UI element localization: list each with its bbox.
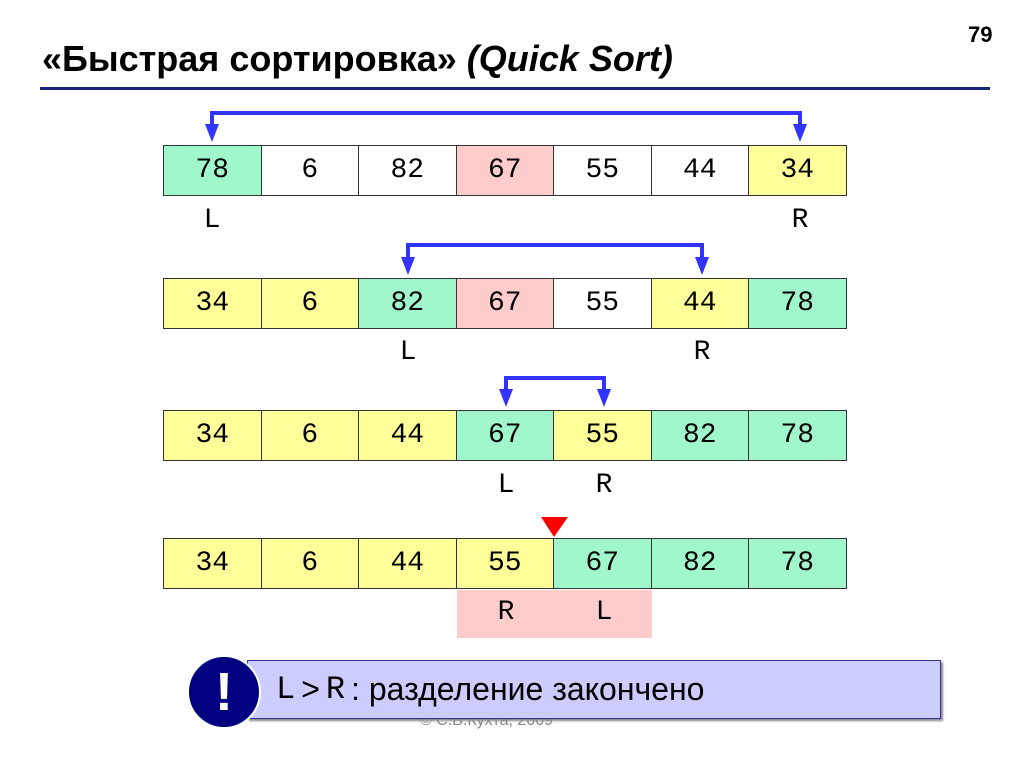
array-row: 78 6 82 67 55 44 34 (163, 145, 847, 196)
array-cell: 67 (456, 146, 554, 195)
array-cell: 67 (456, 411, 554, 460)
page-number: 79 (968, 22, 993, 47)
array-cell: 82 (651, 411, 749, 460)
array-cell: 55 (554, 279, 652, 328)
message-lhs: L (276, 671, 296, 708)
pointer-r: R (497, 597, 515, 628)
array-row: 34 6 44 67 55 82 78 (163, 410, 847, 461)
message-text: : разделение закончено (351, 671, 705, 707)
message-rhs: R (325, 671, 346, 708)
pointer-l: L (497, 470, 515, 501)
array-cell: 34 (164, 539, 262, 588)
crossed-pointers-highlight (457, 590, 652, 638)
array-cell: 82 (651, 539, 749, 588)
array-cell: 55 (456, 539, 554, 588)
array-row: 34 6 82 67 55 44 78 (163, 278, 847, 329)
array-cell: 67 (456, 279, 554, 328)
array-cell: 34 (164, 411, 262, 460)
array-cell: 78 (749, 539, 846, 588)
array-cell: 44 (359, 539, 457, 588)
array-cell: 44 (651, 279, 749, 328)
array-cell: 6 (261, 411, 359, 460)
title-divider (40, 87, 990, 90)
array-cell: 44 (359, 411, 457, 460)
swap-arrow (504, 376, 606, 391)
exclamation-icon: ! (187, 655, 261, 729)
array-cell: 55 (554, 411, 652, 460)
arrow-head (401, 257, 415, 275)
array-row: 34 6 44 55 67 82 78 (163, 538, 847, 589)
arrow-head (793, 124, 807, 142)
arrow-head (597, 389, 611, 407)
array-cell: 6 (261, 539, 359, 588)
array-cell: 78 (164, 146, 262, 195)
array-cell: 44 (651, 146, 749, 195)
swap-arrow (406, 243, 704, 259)
arrow-head (695, 257, 709, 275)
array-cell: 6 (261, 146, 359, 195)
array-cell: 67 (554, 539, 652, 588)
pointer-l: L (595, 597, 613, 628)
array-cell: 78 (749, 279, 846, 328)
pointer-l: L (399, 337, 417, 368)
array-cell: 34 (164, 279, 262, 328)
array-cell: 55 (554, 146, 652, 195)
arrow-head (205, 124, 219, 142)
array-cell: 82 (359, 279, 457, 328)
array-cell: 34 (749, 146, 846, 195)
message-op: > (301, 671, 320, 707)
pointer-r: R (791, 205, 809, 236)
arrow-head (499, 389, 513, 407)
array-cell: 78 (749, 411, 846, 460)
pointer-l: L (203, 205, 221, 236)
swap-arrow (210, 111, 802, 126)
array-cell: 82 (359, 146, 457, 195)
pointer-r: R (693, 337, 711, 368)
partition-marker-icon (541, 517, 568, 537)
slide-title: «Быстрая сортировка» (Quick Sort) (42, 38, 673, 79)
pointer-r: R (595, 470, 613, 501)
message-box: L > R : разделение закончено (247, 660, 941, 719)
array-cell: 6 (261, 279, 359, 328)
